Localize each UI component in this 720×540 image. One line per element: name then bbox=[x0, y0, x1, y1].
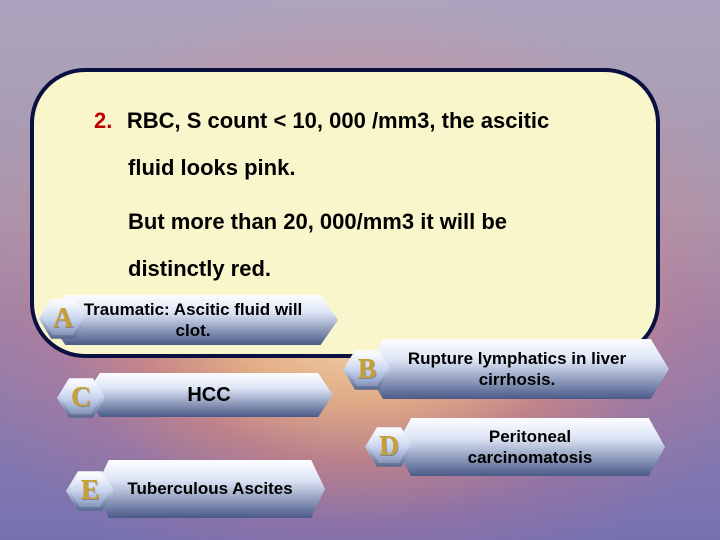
question-line-2: fluid looks pink. bbox=[128, 148, 620, 189]
option-c-letter: C bbox=[71, 382, 91, 414]
option-b-hex: B bbox=[343, 349, 391, 391]
option-b-text: Rupture lymphatics in liver cirrhosis. bbox=[395, 348, 639, 391]
option-e-letter: E bbox=[81, 475, 100, 507]
option-b-letter: B bbox=[358, 354, 377, 386]
question-number: 2. bbox=[94, 108, 112, 133]
option-d-letter: D bbox=[379, 431, 399, 463]
option-e-hex: E bbox=[66, 470, 114, 512]
option-e-lozenge: Tuberculous Ascites bbox=[95, 460, 325, 518]
option-d-text: Peritoneal carcinomatosis bbox=[425, 426, 635, 469]
option-a-text: Traumatic: Ascitic fluid will clot. bbox=[78, 299, 308, 342]
option-a-lozenge: Traumatic: Ascitic fluid will clot. bbox=[48, 295, 338, 345]
option-c-text: HCC bbox=[187, 383, 230, 408]
option-e-text: Tuberculous Ascites bbox=[127, 478, 292, 499]
question-line-4: distinctly red. bbox=[128, 249, 620, 290]
option-a-letter: A bbox=[53, 303, 73, 335]
option-c-lozenge: HCC bbox=[85, 373, 333, 417]
option-d-lozenge: Peritoneal carcinomatosis bbox=[395, 418, 665, 476]
question-line-1: RBC, S count < 10, 000 /mm3, the ascitic bbox=[127, 108, 549, 133]
option-a-hex: A bbox=[39, 298, 87, 340]
option-c-hex: C bbox=[57, 377, 105, 419]
question-line-3: But more than 20, 000/mm3 it will be bbox=[128, 202, 620, 243]
option-b-lozenge: Rupture lymphatics in liver cirrhosis. bbox=[365, 339, 669, 399]
option-d-hex: D bbox=[365, 426, 413, 468]
